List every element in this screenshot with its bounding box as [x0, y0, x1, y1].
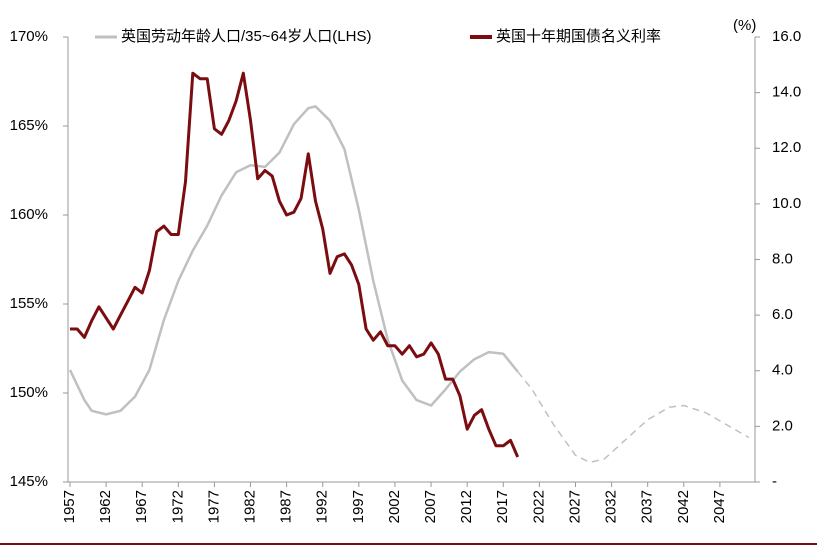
y-tick-label: 160%	[10, 206, 48, 223]
x-tick-label: 1972	[169, 490, 186, 523]
x-tick-label: 1987	[278, 490, 295, 523]
x-tick-label: 2017	[494, 490, 511, 523]
x-tick-label: 1982	[241, 490, 258, 523]
x-tick-label: 2022	[530, 490, 547, 523]
x-tick-label: 2032	[603, 490, 620, 523]
y2-tick-label: 10.0	[772, 195, 801, 212]
y2-tick-label: 6.0	[772, 306, 793, 323]
x-tick-label: 1992	[314, 490, 331, 523]
legend-label: 英国劳动年龄人口/35~64岁人口(LHS)	[121, 27, 371, 45]
x-tick-label: 1977	[205, 490, 222, 523]
y2-tick-label: 14.0	[772, 84, 801, 101]
x-tick-label: 2047	[711, 490, 728, 523]
y-tick-label: 165%	[10, 117, 48, 134]
y-tick-label: 150%	[10, 384, 48, 401]
series-line	[68, 105, 519, 416]
y2-label: (%)	[733, 17, 756, 34]
x-tick-label: 1957	[61, 490, 78, 523]
x-tick-label: 2042	[675, 490, 692, 523]
x-tick-label: 1967	[133, 490, 150, 523]
x-tick-label: 2002	[386, 490, 403, 523]
y2-tick-label: -	[772, 473, 777, 490]
x-tick-label: 2007	[422, 490, 439, 523]
x-tick-label: 2027	[566, 490, 583, 523]
y2-tick-label: 12.0	[772, 139, 801, 156]
y2-tick-label: 16.0	[772, 28, 801, 45]
x-tick-label: 2012	[458, 490, 475, 523]
y-tick-label: 155%	[10, 295, 48, 312]
x-tick-label: 1997	[350, 490, 367, 523]
legend-label: 英国十年期国债名义利率	[496, 27, 661, 45]
series-line	[70, 71, 520, 458]
series-line	[517, 371, 750, 464]
y-tick-label: 145%	[10, 473, 48, 490]
y2-tick-label: 2.0	[772, 417, 793, 434]
x-tick-label: 1962	[97, 490, 114, 523]
y2-tick-label: 8.0	[772, 250, 793, 267]
x-tick-label: 2037	[639, 490, 656, 523]
y2-tick-label: 4.0	[772, 362, 793, 379]
y-tick-label: 170%	[10, 28, 48, 45]
